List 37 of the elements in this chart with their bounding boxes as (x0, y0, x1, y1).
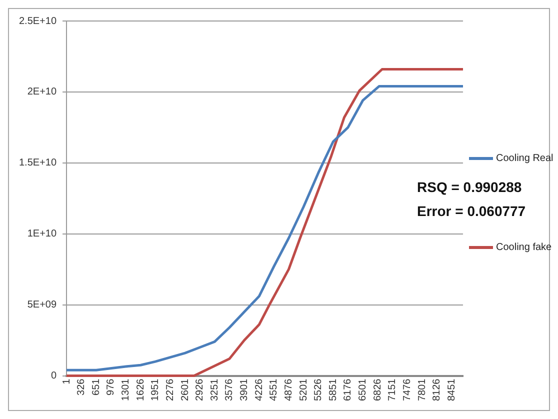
legend-label: Cooling fake (496, 242, 552, 253)
x-tick-label: 976 (106, 378, 117, 396)
x-tick-label: 6826 (372, 378, 384, 402)
x-tick-label: 651 (90, 378, 102, 396)
y-tick-label: 0 (50, 370, 57, 382)
x-tick-label: 6176 (342, 378, 354, 402)
x-tick-label: 4876 (283, 378, 294, 402)
x-tick-label: 3576 (224, 378, 236, 402)
x-tick-label: 2601 (180, 378, 191, 402)
x-tick-label: 7151 (387, 378, 398, 402)
x-tick-label: 5201 (298, 378, 310, 402)
x-tick-label: 1301 (120, 378, 132, 402)
x-tick-label: 4226 (254, 378, 265, 402)
y-tick-label: 2E+10 (27, 86, 57, 98)
legend-label: Cooling Real (496, 153, 554, 164)
annotation: RSQ = 0.990288 (417, 179, 522, 195)
x-tick-label: 8451 (446, 378, 458, 402)
y-tick-label: 5E+09 (27, 300, 57, 311)
x-tick-label: 2276 (164, 378, 176, 402)
x-tick-label: 1951 (150, 378, 162, 402)
y-tick-label: 1.5E+10 (18, 158, 57, 169)
x-tick-label: 4551 (268, 378, 280, 402)
x-tick-label: 3251 (209, 378, 220, 402)
x-tick-label: 5851 (328, 378, 339, 402)
x-tick-label: 2926 (194, 378, 206, 402)
x-tick-label: 8126 (432, 378, 443, 402)
x-tick-label: 6501 (358, 378, 369, 402)
x-tick-label: 326 (76, 378, 88, 396)
x-tick-label: 3901 (239, 378, 250, 402)
annotation: Error = 0.060777 (417, 203, 526, 219)
x-tick-label: 1 (61, 378, 72, 384)
x-tick-label: 5526 (313, 378, 324, 402)
x-tick-label: 7801 (416, 378, 428, 402)
y-tick-label: 2.5E+10 (18, 16, 57, 27)
y-tick-label: 1E+10 (27, 228, 57, 240)
x-tick-label: 7476 (402, 378, 413, 402)
x-tick-label: 1626 (135, 378, 146, 402)
